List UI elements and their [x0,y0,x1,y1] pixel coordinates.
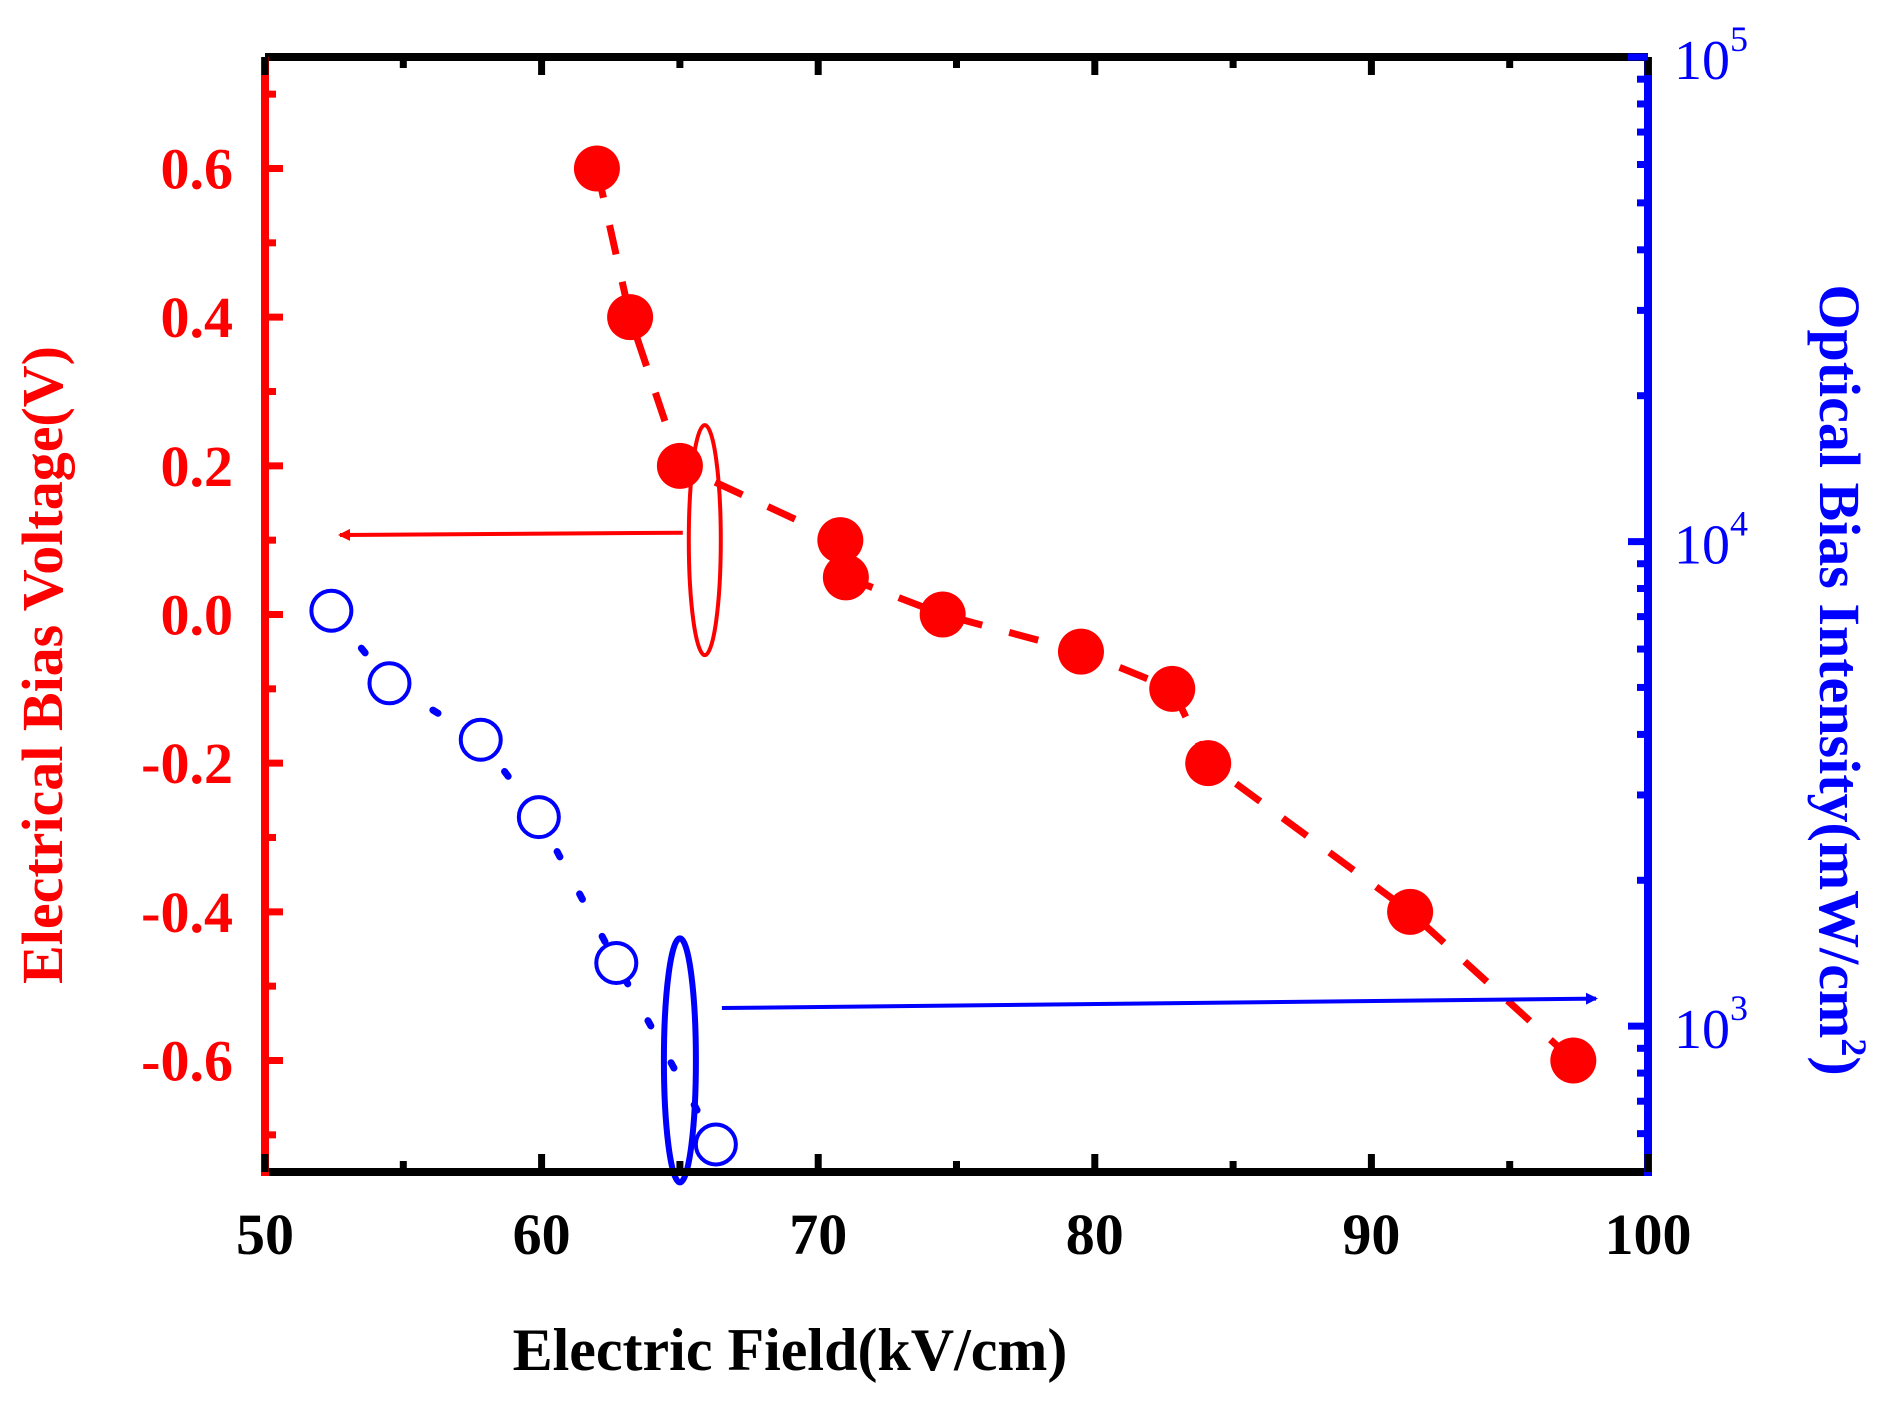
y-axis-title-right-sup: 2 [1834,1038,1874,1056]
y-right-tick-exponent: 3 [1730,988,1748,1028]
electrical-bias-point [573,145,620,192]
y-right-tick-base: 10 [1674,30,1730,92]
electrical-bias-point [1185,740,1232,787]
electrical-axis-arrow [338,528,683,541]
y-right-tick-base: 10 [1674,999,1730,1061]
x-tick-label: 80 [1066,1202,1124,1267]
y-left-tick-label: 0.0 [161,583,234,648]
optical-bias-point [309,588,354,633]
y-left-tick-label: -0.4 [141,880,233,945]
y-right-tick-label: 105 [1674,19,1748,92]
y-left-tick-label: 0.6 [161,137,234,202]
series-line-optical [327,607,720,1148]
electrical-bias-point [1387,888,1434,935]
series-line-electrical [593,167,1576,1064]
electrical-bias-point [919,591,966,638]
electrical-bias-point [822,554,869,601]
optical-series-marker-ellipse [660,935,699,1186]
optical-bias-point [367,661,412,706]
electrical-bias-point [817,517,864,564]
electrical-bias-point [656,442,703,489]
x-tick-label: 60 [513,1202,571,1267]
electrical-bias-point [1057,628,1104,675]
optical-axis-arrow [721,992,1598,1011]
y-left-tick-label: -0.6 [141,1029,233,1094]
x-tick-label: 90 [1342,1202,1400,1267]
y-right-tick-exponent: 5 [1730,19,1748,59]
x-axis-title: Electric Field(kV/cm) [513,1317,1068,1383]
electrical-bias-point [1149,665,1196,712]
y-axis-title-right-base: Optical Bias Intensity(mW/cm [1807,284,1872,1038]
y-left-tick-label: 0.4 [161,285,234,350]
x-tick-label: 50 [236,1202,294,1267]
x-tick-label: 100 [1605,1202,1692,1267]
y-right-tick-exponent: 4 [1730,504,1748,544]
y-axis-title-right-close: ) [1807,1056,1872,1075]
optical-bias-point [693,1122,738,1167]
x-tick-label: 70 [789,1202,847,1267]
optical-bias-point [458,717,503,762]
electrical-series-marker-ellipse [686,423,723,658]
y-axis-title-right: Optical Bias Intensity(mW/cm2) [1807,284,1874,1075]
y-right-tick-label: 103 [1674,988,1748,1061]
y-axis-title-left: Electrical Bias Voltage(V) [10,346,75,984]
y-right-tick-label: 104 [1674,504,1748,577]
y-left-tick-label: -0.2 [141,731,233,796]
electrical-bias-point [607,294,654,341]
electrical-bias-point [1550,1037,1597,1084]
y-left-tick-label: 0.2 [161,434,234,499]
optical-bias-point [516,795,561,840]
optical-bias-point [594,940,639,985]
y-right-tick-base: 10 [1674,515,1730,577]
